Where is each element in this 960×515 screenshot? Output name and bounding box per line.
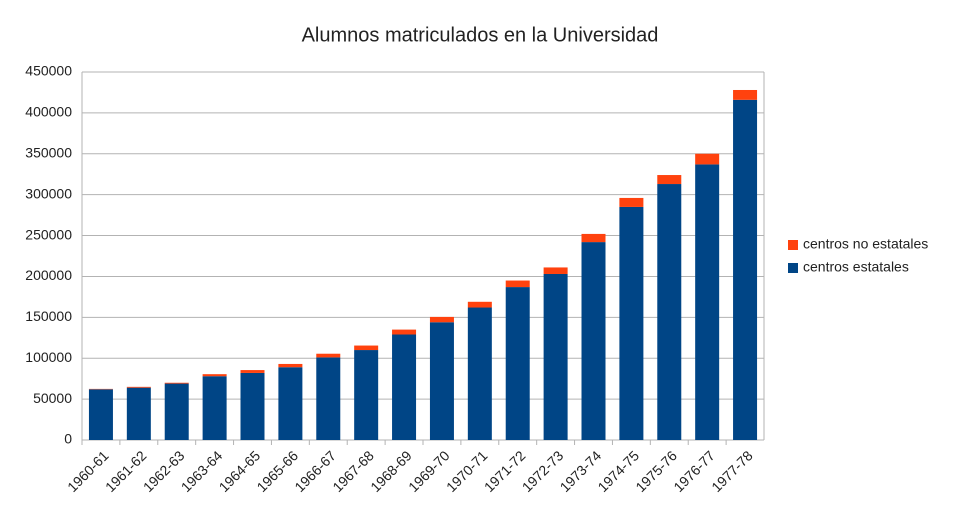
- bar-segment: [619, 206, 644, 440]
- bar-segment: [543, 273, 568, 440]
- bar-segment: [126, 386, 151, 388]
- bar-segment: [164, 383, 189, 440]
- x-tick-label: 1960-61: [64, 447, 112, 495]
- bar-segment: [392, 334, 417, 440]
- x-tick-label: 1967-68: [329, 447, 377, 495]
- chart-title: Alumnos matriculados en la Universidad: [302, 24, 659, 46]
- bar-segment: [278, 367, 303, 440]
- y-tick-label: 350000: [25, 144, 72, 160]
- bar-segment: [354, 350, 379, 440]
- legend-label: centros no estatales: [803, 236, 928, 252]
- x-tick-label: 1966-67: [291, 447, 339, 495]
- y-tick-label: 300000: [25, 185, 72, 201]
- bar-segment: [695, 164, 720, 441]
- x-tick-label: 1968-69: [367, 447, 415, 495]
- x-tick-label: 1970-71: [443, 447, 491, 495]
- bar-segment: [581, 233, 606, 243]
- bar-segment: [733, 89, 758, 100]
- bar-segment: [657, 175, 682, 185]
- y-tick-label: 100000: [25, 349, 72, 365]
- bar-segment: [202, 374, 227, 377]
- legend-swatch: [788, 263, 798, 273]
- bar-segment: [164, 382, 189, 384]
- x-tick-label: 1972-73: [519, 447, 567, 495]
- bar-segment: [126, 387, 151, 440]
- bar-segment: [88, 389, 113, 440]
- x-tick-label: 1969-70: [405, 447, 453, 495]
- x-tick-label: 1977-78: [708, 447, 756, 495]
- bar-segment: [240, 372, 265, 440]
- bar-segment: [392, 329, 417, 335]
- bar-segment: [202, 376, 227, 440]
- y-tick-label: 450000: [25, 63, 72, 79]
- bar-segment: [467, 301, 492, 308]
- bar-segment: [733, 99, 758, 440]
- x-tick-label: 1971-72: [481, 447, 529, 495]
- bar-segment: [695, 153, 720, 165]
- x-tick-label: 1963-64: [178, 447, 226, 495]
- bar-segment: [467, 307, 492, 440]
- y-tick-label: 50000: [33, 390, 72, 406]
- bar-segment: [354, 345, 379, 351]
- y-tick-label: 200000: [25, 267, 72, 283]
- bar-segment: [316, 357, 341, 440]
- bar-segment: [240, 370, 265, 373]
- legend-swatch: [788, 240, 798, 250]
- y-tick-label: 150000: [25, 308, 72, 324]
- x-tick-label: 1961-62: [102, 447, 150, 495]
- bar-segment: [429, 322, 454, 440]
- bar-segment: [505, 287, 530, 440]
- y-tick-label: 250000: [25, 226, 72, 242]
- bar-segment: [619, 197, 644, 207]
- bar-segment: [316, 353, 341, 358]
- legend-label: centros estatales: [803, 259, 909, 275]
- bar-segment: [581, 242, 606, 440]
- bar-segment: [657, 184, 682, 440]
- bar-segment: [429, 316, 454, 323]
- x-tick-label: 1975-76: [632, 447, 680, 495]
- bar-segment: [505, 280, 530, 288]
- x-tick-label: 1962-63: [140, 447, 188, 495]
- bar-segment: [278, 363, 303, 368]
- bar-segment: [543, 267, 568, 274]
- y-tick-label: 400000: [25, 104, 72, 120]
- y-tick-label: 0: [64, 431, 72, 447]
- x-tick-label: 1976-77: [670, 447, 718, 495]
